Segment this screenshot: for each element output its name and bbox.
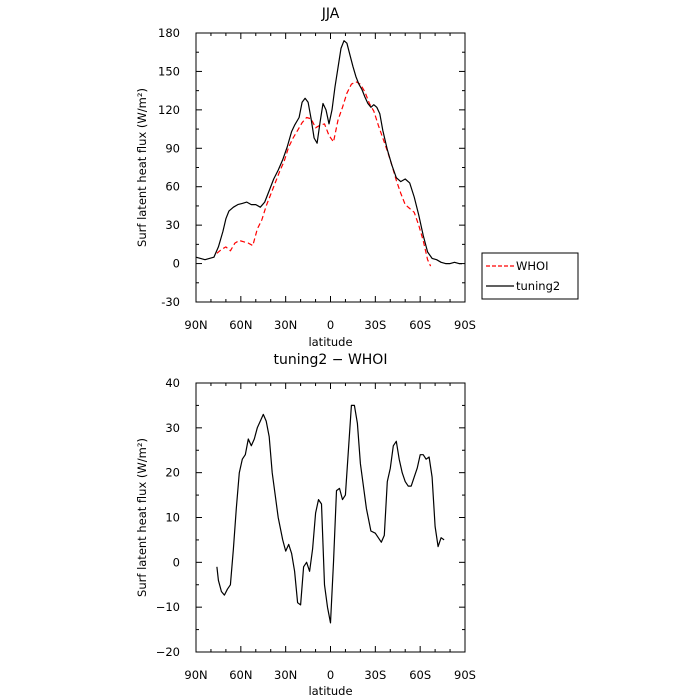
chart-title: tuning2 − WHOI [274, 352, 388, 368]
axis-ticks: 90N 60N 30N 0 30S 60S 90S -30 0 30 60 90 120 150 180 [158, 26, 476, 332]
series-line-whoi [216, 81, 432, 267]
y-tick-label: 0 [173, 555, 180, 569]
plot-frame [195, 32, 466, 303]
x-tick-label: 60S [409, 668, 431, 682]
series-layer [216, 404, 445, 624]
y-tick-label: 180 [158, 26, 180, 40]
legend: WHOI tuning2 [481, 252, 579, 300]
y-tick-label: 60 [165, 180, 180, 194]
x-tick-label: 30N [274, 318, 297, 332]
series-line-tuning2-whoi [216, 404, 445, 624]
series-layer [195, 40, 462, 267]
legend-label-tuning2: tuning2 [516, 279, 560, 293]
x-tick-label: 90N [184, 318, 207, 332]
x-tick-label: 90N [184, 668, 207, 682]
x-tick-label: 90S [454, 318, 476, 332]
y-tick-label: 30 [165, 421, 180, 435]
x-axis-title: latitude [308, 335, 352, 349]
series-line-tuning2 [195, 40, 462, 265]
y-tick-label: 20 [165, 466, 180, 480]
axis-ticks: 90N 60N 30N 0 30S 60S 90S −20 −10 0 10 20 30 40 [156, 376, 476, 682]
y-tick-label: 150 [158, 64, 180, 78]
x-tick-label: 90S [454, 668, 476, 682]
x-tick-label: 0 [327, 318, 334, 332]
y-tick-label: -30 [161, 295, 180, 309]
x-tick-label: 60S [409, 318, 431, 332]
y-tick-label: 90 [165, 141, 180, 155]
jja-panel: JJA latitude Surf latent heat flux (W/m²… [135, 6, 476, 349]
y-tick-label: 30 [165, 218, 180, 232]
x-tick-label: 30S [364, 668, 386, 682]
legend-label-whoi: WHOI [516, 259, 548, 273]
y-tick-label: 40 [165, 376, 180, 390]
y-axis-title: Surf latent heat flux (W/m²) [135, 438, 149, 597]
y-tick-label: 120 [158, 103, 180, 117]
y-tick-label: 0 [173, 257, 180, 271]
difference-panel: tuning2 − WHOI latitude Surf latent heat… [135, 352, 476, 698]
x-tick-label: 60N [229, 668, 252, 682]
x-axis-title: latitude [308, 684, 352, 698]
y-tick-label: 10 [165, 511, 180, 525]
x-tick-label: 60N [229, 318, 252, 332]
x-tick-label: 0 [327, 668, 334, 682]
legend-box [481, 252, 579, 300]
y-axis-title: Surf latent heat flux (W/m²) [135, 88, 149, 247]
y-tick-label: −10 [156, 600, 180, 614]
y-tick-label: −20 [156, 645, 180, 659]
x-tick-label: 30N [274, 668, 297, 682]
chart-title: JJA [321, 6, 340, 22]
x-tick-label: 30S [364, 318, 386, 332]
